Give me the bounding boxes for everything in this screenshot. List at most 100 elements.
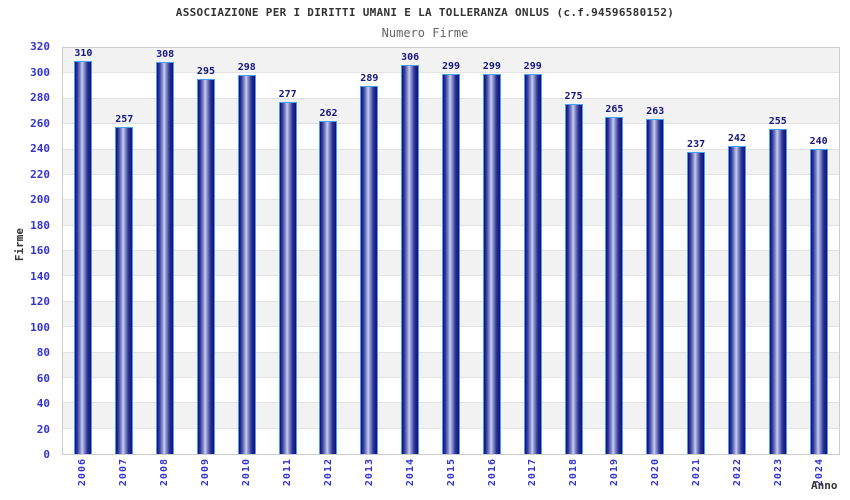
- bar-slot: 295: [186, 48, 227, 454]
- bar-slot: 277: [267, 48, 308, 454]
- x-tick-label: 2008: [158, 458, 170, 487]
- bar-value-label: 263: [646, 106, 665, 118]
- bar: [687, 152, 706, 454]
- bar-value-label: 257: [115, 113, 134, 125]
- x-tick-label: 2011: [281, 458, 293, 487]
- bar-value-label: 275: [564, 91, 583, 103]
- grid-band: [63, 48, 839, 74]
- bar-value-label: 265: [605, 103, 624, 115]
- bar: [727, 145, 746, 454]
- bar-value-label: 299: [482, 60, 501, 72]
- bar-slot: 310: [63, 48, 104, 454]
- bar: [196, 78, 215, 454]
- bar-value-label: 299: [523, 60, 542, 72]
- bar: [237, 74, 256, 454]
- bar: [442, 73, 461, 454]
- chart-subtitle: Numero Firme: [381, 26, 469, 40]
- bar: [523, 73, 542, 454]
- x-tick-cell: 2008: [144, 458, 185, 500]
- chart-title: ASSOCIAZIONE PER I DIRITTI UMANI E LA TO…: [175, 6, 675, 19]
- bar-value-label: 308: [156, 49, 175, 61]
- x-tick-label: 2016: [486, 458, 498, 487]
- bar-value-label: 255: [768, 116, 787, 128]
- bar-slot: 257: [104, 48, 145, 454]
- x-tick-cell: 2009: [185, 458, 226, 500]
- x-tick-cell: 2020: [635, 458, 676, 500]
- bar: [605, 116, 624, 454]
- bar-value-label: 289: [360, 73, 379, 85]
- x-tick-label: 2022: [732, 458, 744, 487]
- bar-value-label: 310: [74, 48, 93, 59]
- y-tick-label: 240: [30, 142, 50, 155]
- x-axis-title: Anno: [811, 479, 838, 492]
- x-tick-cell: 2006: [62, 458, 103, 500]
- bar-slot: 255: [757, 48, 798, 454]
- x-tick-label: 2007: [117, 458, 129, 487]
- x-tick-label: 2017: [527, 458, 539, 487]
- y-tick-label: 220: [30, 167, 50, 181]
- y-tick-label: 260: [30, 116, 50, 130]
- bar: [74, 61, 93, 454]
- bar-value-label: 306: [401, 51, 420, 63]
- x-tick-cell: 2021: [676, 458, 717, 500]
- y-tick-label: 180: [30, 218, 50, 232]
- bar-slot: 263: [635, 48, 676, 454]
- bar-slot: 265: [594, 48, 635, 454]
- bar-slot: 237: [676, 48, 717, 454]
- y-tick-label: 140: [30, 269, 50, 283]
- bar: [319, 120, 338, 454]
- bar: [156, 62, 175, 454]
- y-tick-label: 20: [36, 422, 50, 436]
- bar-slot: 299: [471, 48, 512, 454]
- bar: [482, 73, 501, 454]
- bar-slot: 306: [390, 48, 431, 454]
- bar-value-label: 240: [809, 135, 828, 147]
- bar: [115, 126, 134, 454]
- x-tick-cell: 2012: [308, 458, 349, 500]
- y-tick-label: 40: [36, 397, 50, 410]
- x-tick-cell: 2022: [717, 458, 758, 500]
- x-tick-cell: 2023: [758, 458, 799, 500]
- x-axis-tick-labels: 2006 2007 2008 2009 2010 2011 2012 2013 2014 2015…: [62, 458, 840, 500]
- y-tick-label: 80: [36, 346, 50, 359]
- bar-slot: 275: [553, 48, 594, 454]
- x-tick-cell: 2016: [472, 458, 513, 500]
- x-tick-label: 2019: [609, 458, 621, 487]
- bar-slot: 289: [349, 48, 390, 454]
- y-tick-label: 120: [30, 295, 50, 308]
- bar-value-label: 298: [237, 61, 256, 73]
- x-tick-cell: 2014: [390, 458, 431, 500]
- x-tick-label: 2014: [404, 458, 416, 487]
- bar: [809, 148, 828, 454]
- bars-container: 310 257 308 295 298 277 262 289 306 299 299 299 275 2…: [63, 48, 839, 454]
- y-tick-label: 100: [30, 320, 50, 334]
- bar-slot: 240: [798, 48, 839, 454]
- bar: [360, 86, 379, 454]
- bar-value-label: 295: [196, 65, 215, 77]
- x-tick-label: 2023: [773, 458, 785, 487]
- x-tick-label: 2015: [445, 458, 457, 487]
- bar-value-label: 299: [441, 60, 461, 72]
- x-tick-cell: 2018: [553, 458, 594, 500]
- y-tick-label: 0: [43, 448, 50, 461]
- bar: [646, 119, 665, 454]
- y-tick-label: 200: [30, 193, 50, 206]
- bar-slot: 308: [145, 48, 186, 454]
- y-tick-label: 280: [30, 91, 50, 104]
- x-tick-label: 2020: [650, 458, 662, 487]
- x-tick-label: 2021: [691, 458, 703, 487]
- bar: [768, 129, 787, 454]
- bar-value-label: 237: [687, 139, 706, 151]
- x-tick-label: 2009: [199, 458, 211, 487]
- plot-area: 310 257 308 295 298 277 262 289 306 299 299 299 275 2…: [62, 47, 840, 455]
- bar-value-label: 262: [319, 107, 338, 119]
- x-tick-cell: 2017: [512, 458, 553, 500]
- bar: [278, 101, 297, 454]
- y-tick-label: 60: [36, 371, 50, 385]
- y-tick-label: 320: [30, 40, 50, 53]
- x-tick-label: 2013: [363, 458, 375, 487]
- x-tick-cell: 2011: [267, 458, 308, 500]
- y-tick-label: 300: [30, 65, 50, 79]
- y-axis-tick-labels: 0 20 40 60 80 100 120 140 160 180 200 220 240 260 280 3…: [0, 40, 58, 461]
